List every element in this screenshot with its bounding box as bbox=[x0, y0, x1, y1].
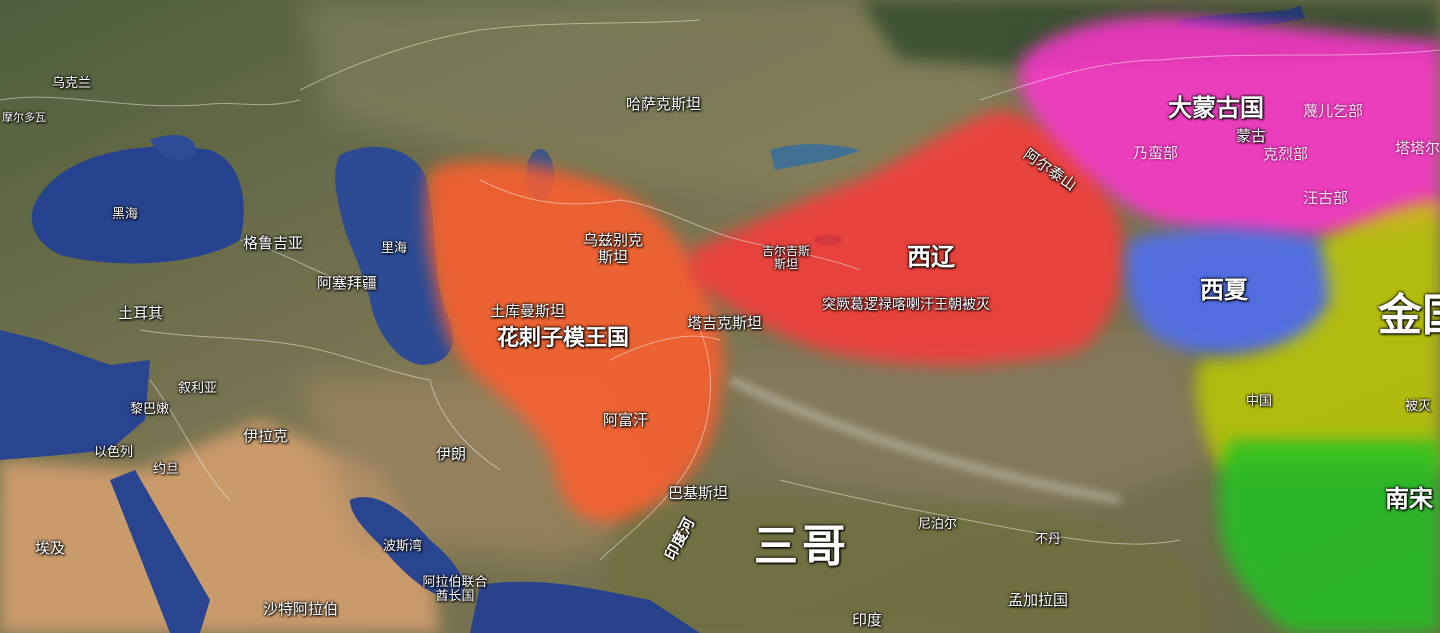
label-turkey: 土耳其 bbox=[118, 304, 164, 322]
region-southern-song: 南宋 bbox=[1385, 485, 1433, 513]
label-ongut: 汪古部 bbox=[1303, 189, 1349, 207]
region-western-liao: 西辽 bbox=[907, 243, 955, 271]
label-jordan: 约旦 bbox=[153, 462, 180, 477]
label-india-big: 三哥 bbox=[754, 521, 850, 572]
label-turkmenistan: 土库曼斯坦 bbox=[490, 302, 566, 320]
label-lebanon: 黎巴嫩 bbox=[130, 402, 170, 417]
label-kyrgyzstan: 吉尔吉斯斯坦 bbox=[761, 244, 810, 272]
label-pakistan: 巴基斯坦 bbox=[668, 484, 729, 502]
label-merkit: 蔑儿乞部 bbox=[1303, 102, 1364, 120]
label-bangladesh: 孟加拉国 bbox=[1008, 591, 1069, 609]
region-jin: 金国 bbox=[1378, 290, 1440, 341]
region-western-liao-note: 突厥葛逻禄喀喇汗王朝被灭 bbox=[822, 297, 990, 313]
label-tajikistan: 塔吉克斯坦 bbox=[687, 314, 763, 332]
label-china: 中国 bbox=[1246, 394, 1273, 409]
label-israel: 以色列 bbox=[94, 445, 134, 460]
label-bhutan: 不丹 bbox=[1035, 532, 1062, 547]
label-iraq: 伊拉克 bbox=[243, 427, 289, 445]
region-western-xia: 西夏 bbox=[1200, 276, 1248, 304]
label-iran: 伊朗 bbox=[436, 445, 467, 463]
label-saudi: 沙特阿拉伯 bbox=[263, 600, 339, 618]
region-khwarazm: 花剌子模王国 bbox=[497, 326, 630, 351]
label-afghanistan: 阿富汗 bbox=[603, 411, 649, 429]
label-caspian: 里海 bbox=[381, 241, 408, 256]
label-azerbaijan: 阿塞拜疆 bbox=[317, 274, 378, 292]
label-black-sea: 黑海 bbox=[112, 207, 139, 222]
label-nepal: 尼泊尔 bbox=[918, 517, 958, 532]
label-uzbekistan: 乌兹别克斯坦 bbox=[582, 231, 643, 266]
label-kazakhstan: 哈萨克斯坦 bbox=[626, 95, 702, 113]
label-georgia: 格鲁吉亚 bbox=[243, 234, 304, 252]
label-mongolia: 蒙古 bbox=[1236, 127, 1267, 145]
label-syria: 叙利亚 bbox=[178, 381, 218, 396]
label-tatar: 塔塔尔 bbox=[1395, 139, 1440, 157]
label-naiman: 乃蛮部 bbox=[1133, 144, 1179, 162]
label-destroyed: 被灭 bbox=[1405, 399, 1432, 414]
label-egypt: 埃及 bbox=[35, 539, 66, 557]
label-kereit: 克烈部 bbox=[1263, 145, 1309, 163]
label-moldova: 摩尔多瓦 bbox=[2, 111, 46, 124]
region-mongol: 大蒙古国 bbox=[1168, 94, 1264, 122]
label-uae: 阿拉伯联合酋长国 bbox=[422, 575, 488, 605]
label-india: 印度 bbox=[852, 611, 883, 629]
label-ukraine: 乌克兰 bbox=[52, 76, 92, 91]
label-persian-gulf: 波斯湾 bbox=[383, 539, 423, 554]
